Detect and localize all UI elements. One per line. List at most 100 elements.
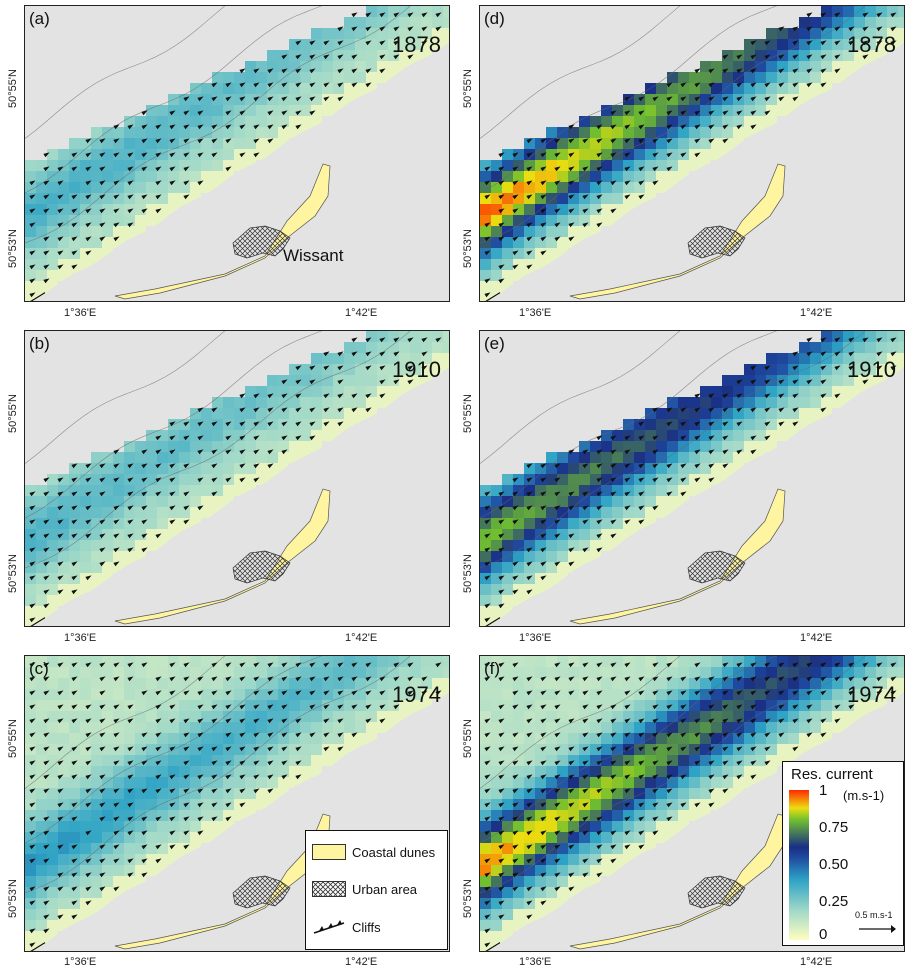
- current-cell: [480, 810, 491, 821]
- current-cell: [799, 94, 810, 105]
- current-arrow: [351, 82, 358, 88]
- current-arrow: [113, 760, 120, 766]
- current-arrow: [610, 124, 617, 130]
- current-cell: [898, 364, 904, 375]
- current-cell: [656, 832, 667, 843]
- current-cell: [546, 149, 557, 160]
- current-arrow: [484, 802, 491, 808]
- current-cell: [179, 452, 190, 463]
- current-cell: [91, 678, 102, 689]
- current-arrow: [792, 82, 799, 88]
- current-arrow: [421, 676, 428, 682]
- current-cell: [535, 909, 546, 920]
- current-arrow: [764, 96, 771, 102]
- scale-label: 0.5 m.s-1: [855, 910, 893, 920]
- current-cell: [766, 364, 777, 375]
- current-cell: [733, 733, 744, 744]
- current-arrow: [295, 732, 302, 738]
- current-arrow: [666, 110, 673, 116]
- current-arrow: [568, 760, 575, 766]
- current-cell: [634, 116, 645, 127]
- current-cell: [667, 452, 678, 463]
- current-cell: [36, 920, 47, 931]
- current-arrow: [85, 519, 92, 525]
- current-arrow: [820, 12, 827, 18]
- current-cell: [366, 331, 377, 342]
- current-cell: [223, 171, 234, 182]
- current-arrow: [197, 449, 204, 455]
- current-cell: [843, 61, 854, 72]
- x-tick-label: 1°36'E: [519, 632, 552, 644]
- current-arrow: [708, 435, 715, 441]
- current-cell: [289, 50, 300, 61]
- current-cell: [278, 127, 289, 138]
- current-arrow: [169, 802, 176, 808]
- current-cell: [322, 105, 333, 116]
- current-arrow: [778, 732, 785, 738]
- current-arrow: [155, 732, 162, 738]
- current-arrow: [57, 774, 64, 780]
- current-cell: [322, 364, 333, 375]
- current-cell: [190, 656, 201, 667]
- current-arrow: [554, 561, 561, 567]
- current-cell: [146, 149, 157, 160]
- current-cell: [491, 204, 502, 215]
- current-cell: [124, 832, 135, 843]
- current-cell: [212, 777, 223, 788]
- current-cell: [656, 744, 667, 755]
- current-cell: [546, 138, 557, 149]
- current-cell: [223, 722, 234, 733]
- current-arrow: [596, 844, 603, 850]
- current-arrow: [281, 435, 288, 441]
- current-arrow: [99, 222, 106, 228]
- current-cell: [568, 193, 579, 204]
- current-cell: [157, 700, 168, 711]
- current-cell: [300, 667, 311, 678]
- current-cell: [502, 744, 513, 755]
- current-cell: [234, 441, 245, 452]
- map-panel-d: [480, 6, 904, 301]
- current-arrow: [582, 718, 589, 724]
- current-cell: [590, 689, 601, 700]
- x-tick-label: 1°36'E: [64, 956, 97, 968]
- current-cell: [135, 529, 146, 540]
- current-cell: [36, 573, 47, 584]
- current-arrow: [141, 194, 148, 200]
- current-cell: [491, 799, 502, 810]
- current-cell: [755, 72, 766, 83]
- current-cell: [344, 397, 355, 408]
- current-cell: [733, 656, 744, 667]
- current-cell: [678, 116, 689, 127]
- current-arrow: [568, 788, 575, 794]
- current-arrow: [652, 152, 659, 158]
- current-cell: [557, 226, 568, 237]
- current-arrow: [610, 152, 617, 158]
- current-cell: [289, 127, 300, 138]
- current-arrow: [890, 676, 897, 682]
- current-arrow: [498, 264, 505, 270]
- current-arrow: [778, 407, 785, 413]
- current-cell: [634, 171, 645, 182]
- current-cell: [843, 678, 854, 689]
- colorbar-label: 0.50: [819, 856, 849, 873]
- current-arrow: [610, 110, 617, 116]
- current-cell: [645, 496, 656, 507]
- current-arrow: [169, 491, 176, 497]
- current-cell: [355, 733, 366, 744]
- current-cell: [799, 61, 810, 72]
- current-cell: [190, 193, 201, 204]
- current-arrow: [554, 690, 561, 696]
- current-cell: [311, 28, 322, 39]
- current-cell: [36, 821, 47, 832]
- current-cell: [212, 116, 223, 127]
- current-cell: [146, 843, 157, 854]
- bathymetry-contour: [480, 331, 777, 519]
- current-cell: [289, 419, 300, 430]
- current-cell: [124, 507, 135, 518]
- current-arrow: [568, 816, 575, 822]
- current-arrow: [43, 774, 50, 780]
- current-cell: [689, 72, 700, 83]
- current-cell: [91, 766, 102, 777]
- current-arrow: [806, 351, 813, 357]
- current-arrow: [498, 180, 505, 186]
